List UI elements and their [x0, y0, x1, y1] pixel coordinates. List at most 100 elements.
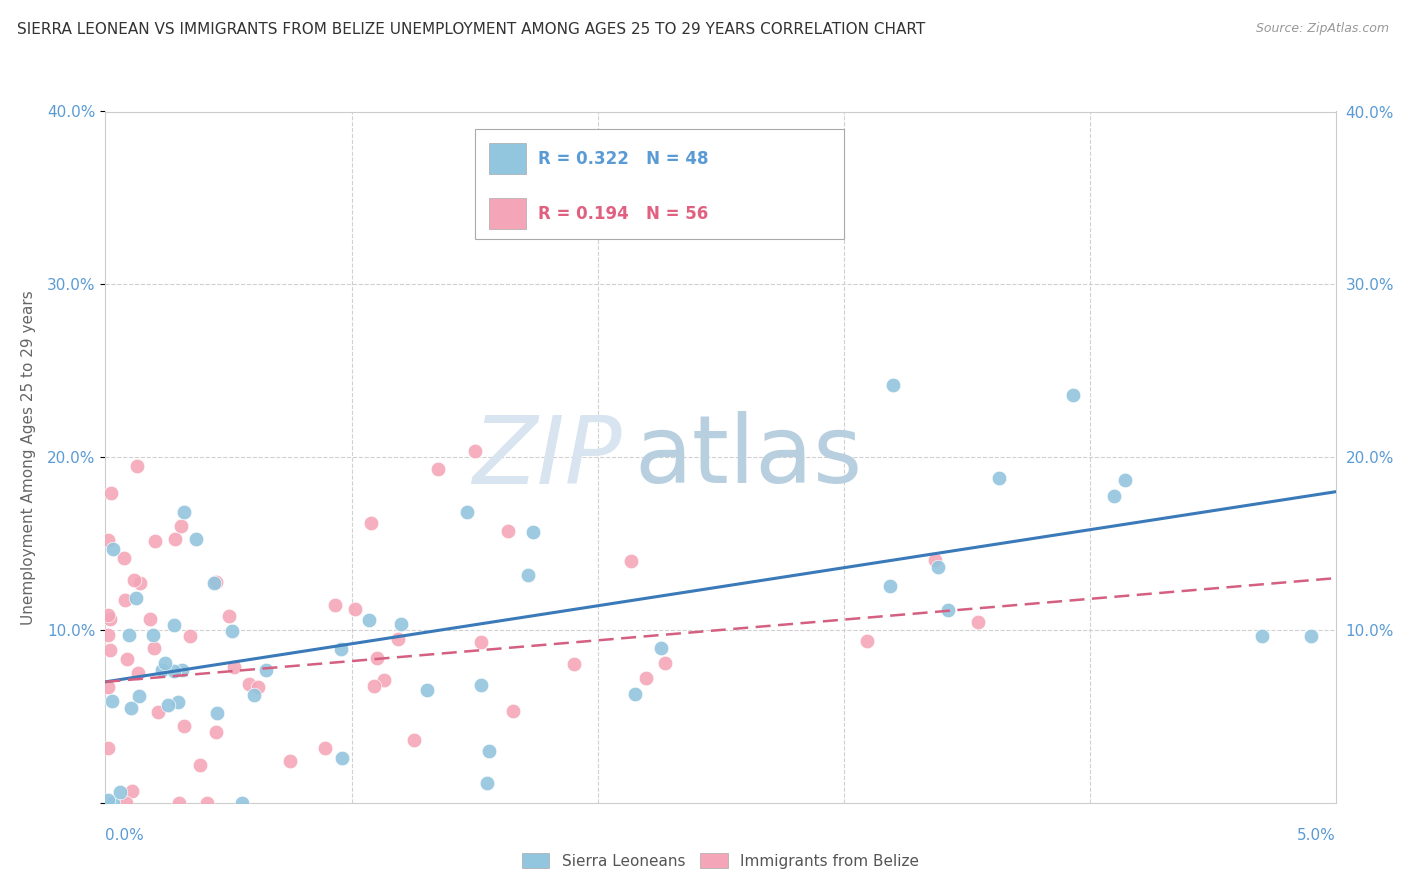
- Point: [1062, 388, 1084, 402]
- Point: [1114, 473, 1136, 487]
- Text: 5.0%: 5.0%: [1296, 829, 1336, 843]
- Point: [173, 718, 195, 732]
- Point: [879, 579, 901, 593]
- Point: [416, 682, 439, 697]
- Point: [204, 574, 226, 589]
- Point: [101, 694, 124, 708]
- Point: [938, 603, 960, 617]
- Text: ZIP: ZIP: [472, 411, 621, 503]
- Point: [98, 612, 121, 626]
- Point: [464, 443, 486, 458]
- Point: [125, 591, 148, 605]
- Point: [387, 632, 409, 646]
- Point: [179, 629, 201, 643]
- Point: [496, 524, 519, 538]
- Point: [243, 688, 266, 702]
- Point: [97, 793, 120, 807]
- Point: [101, 796, 124, 810]
- Legend: Sierra Leoneans, Immigrants from Belize: Sierra Leoneans, Immigrants from Belize: [516, 847, 925, 875]
- Point: [167, 796, 190, 810]
- Point: [278, 754, 301, 768]
- Point: [516, 568, 538, 582]
- Point: [654, 656, 676, 670]
- Point: [456, 505, 478, 519]
- Point: [146, 705, 169, 719]
- Point: [167, 695, 190, 709]
- Text: R = 0.322   N = 48: R = 0.322 N = 48: [538, 150, 709, 168]
- Point: [122, 573, 145, 587]
- Point: [121, 784, 143, 798]
- FancyBboxPatch shape: [475, 128, 844, 239]
- Point: [1301, 629, 1323, 643]
- Point: [97, 608, 120, 623]
- Point: [97, 741, 120, 756]
- Point: [163, 532, 186, 546]
- Point: [254, 664, 277, 678]
- Y-axis label: Unemployment Among Ages 25 to 29 years: Unemployment Among Ages 25 to 29 years: [21, 290, 37, 624]
- Point: [363, 679, 385, 693]
- Point: [856, 633, 879, 648]
- Point: [128, 689, 150, 703]
- Point: [218, 609, 240, 624]
- Point: [314, 741, 336, 756]
- Point: [142, 628, 165, 642]
- Point: [426, 462, 449, 476]
- Point: [475, 776, 498, 790]
- Point: [120, 701, 142, 715]
- Point: [927, 560, 949, 574]
- Point: [125, 459, 148, 474]
- Text: R = 0.194   N = 56: R = 0.194 N = 56: [538, 205, 709, 223]
- Point: [114, 592, 136, 607]
- Point: [221, 624, 243, 638]
- Point: [357, 613, 380, 627]
- Point: [636, 671, 658, 685]
- Point: [562, 657, 585, 672]
- Point: [650, 640, 672, 655]
- Point: [128, 576, 150, 591]
- Point: [882, 378, 904, 392]
- Point: [924, 553, 946, 567]
- Point: [153, 656, 176, 670]
- Point: [231, 796, 253, 810]
- Point: [139, 612, 162, 626]
- Point: [97, 680, 120, 694]
- Text: SIERRA LEONEAN VS IMMIGRANTS FROM BELIZE UNEMPLOYMENT AMONG AGES 25 TO 29 YEARS : SIERRA LEONEAN VS IMMIGRANTS FROM BELIZE…: [17, 22, 925, 37]
- Point: [330, 641, 353, 656]
- Point: [202, 576, 225, 591]
- Point: [156, 698, 179, 712]
- Point: [115, 796, 138, 810]
- Point: [389, 617, 412, 632]
- Point: [470, 678, 492, 692]
- Point: [1251, 629, 1274, 643]
- Point: [97, 533, 120, 547]
- Point: [184, 533, 207, 547]
- Point: [100, 643, 122, 657]
- Point: [108, 785, 131, 799]
- Text: 0.0%: 0.0%: [105, 829, 145, 843]
- Point: [330, 751, 353, 765]
- Point: [502, 705, 524, 719]
- Point: [170, 519, 193, 533]
- Point: [624, 687, 647, 701]
- Point: [404, 733, 426, 747]
- Point: [222, 659, 245, 673]
- Point: [173, 505, 195, 519]
- Point: [150, 664, 173, 678]
- Point: [170, 663, 193, 677]
- Point: [966, 615, 988, 629]
- Point: [142, 641, 165, 656]
- Point: [366, 651, 388, 665]
- Point: [127, 665, 149, 680]
- Point: [100, 485, 122, 500]
- Point: [143, 533, 166, 548]
- Bar: [489, 143, 526, 174]
- Point: [1104, 489, 1126, 503]
- Point: [323, 598, 346, 612]
- Point: [207, 706, 229, 721]
- Text: atlas: atlas: [634, 411, 863, 503]
- Point: [117, 652, 139, 666]
- Point: [373, 673, 395, 687]
- Bar: [489, 198, 526, 229]
- Point: [470, 634, 492, 648]
- Point: [343, 602, 366, 616]
